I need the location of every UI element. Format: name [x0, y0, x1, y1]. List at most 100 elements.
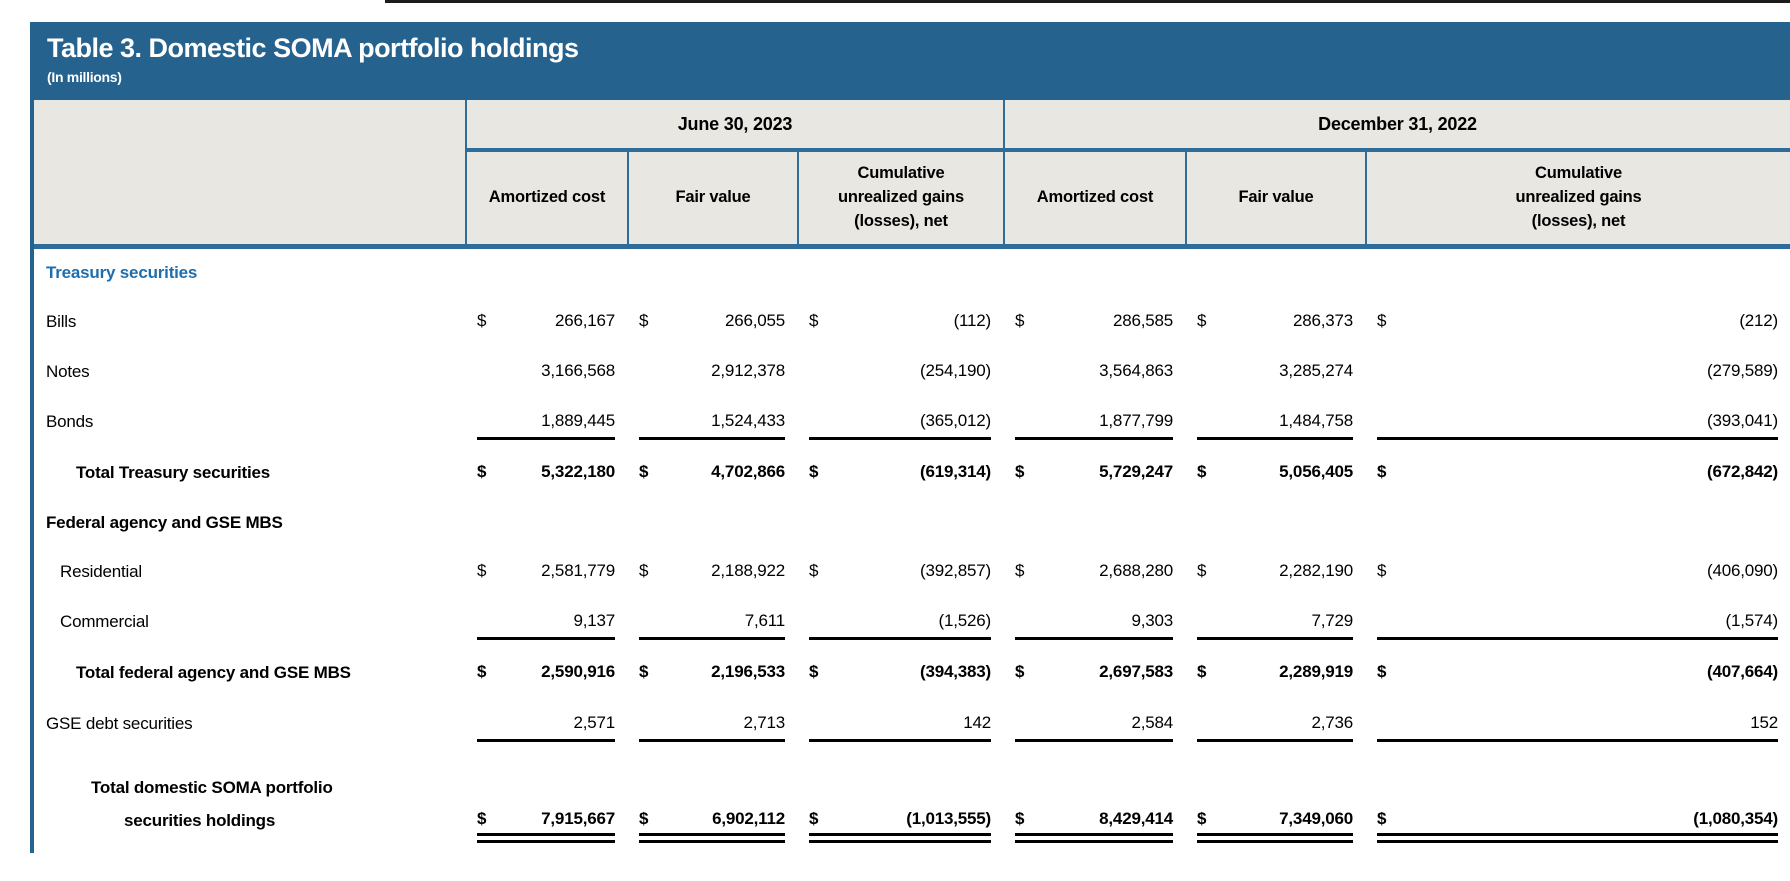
cell-value: 1,524,433: [711, 410, 785, 430]
value-cell: 1,877,799: [1003, 397, 1185, 447]
value-cell: 1,484,758: [1185, 397, 1365, 447]
row-label: Bills: [46, 312, 77, 331]
column-group-row: June 30, 2023 December 31, 2022: [34, 100, 1790, 152]
cell-value: (1,526): [938, 610, 992, 630]
cell-value: 7,349,060: [1279, 809, 1353, 828]
value-cell: $266,167: [465, 297, 627, 347]
cell-value: 9,303: [1131, 610, 1173, 630]
value-cell: 2,912,378: [627, 347, 797, 397]
cell-value: 8,429,414: [1099, 809, 1173, 828]
value-cell: 152: [1365, 699, 1790, 749]
row-label: Residential: [60, 562, 142, 581]
dollar-sign: $: [1015, 461, 1025, 481]
cell-value: 2,571: [573, 712, 615, 732]
value-cell: 142: [797, 699, 1003, 749]
cell-value: (254,190): [920, 360, 991, 380]
dollar-sign: $: [809, 461, 819, 481]
cell-value: 286,373: [1292, 310, 1353, 330]
table-row: Bonds 1,889,445 1,524,433 (365,012) 1,877,79…: [34, 397, 1790, 447]
value-cell: $5,056,405: [1185, 447, 1365, 499]
value-cell: $5,322,180: [465, 447, 627, 499]
dollar-sign: $: [809, 661, 819, 681]
dollar-sign: $: [477, 560, 487, 580]
cell-value: 266,167: [554, 310, 615, 330]
column-group-december-2022: December 31, 2022: [1003, 100, 1790, 152]
cell-value: 2,736: [1311, 712, 1353, 732]
cell-value: 9,137: [573, 610, 615, 630]
dollar-sign: $: [477, 809, 487, 828]
cell-value: 1,484,758: [1279, 410, 1353, 430]
table-row: GSE debt securities 2,571 2,713 142 2,584 2,7…: [34, 699, 1790, 749]
cell-value: 2,282,190: [1279, 560, 1353, 580]
dollar-sign: $: [1377, 461, 1387, 481]
cell-value: 7,611: [744, 610, 785, 630]
row-label-line: Total domestic SOMA portfolio: [91, 778, 333, 798]
value-cell: 9,137: [465, 597, 627, 647]
value-cell: 2,584: [1003, 699, 1185, 749]
cell-value: 5,729,247: [1099, 461, 1173, 481]
cell-value: (619,314): [920, 461, 991, 481]
cell-value: 3,285,274: [1279, 360, 1353, 380]
cell-value: 152: [1750, 712, 1778, 732]
cell-value: 5,056,405: [1279, 461, 1353, 481]
dollar-sign: $: [639, 809, 649, 828]
value-cell: $ (672,842): [1365, 447, 1790, 499]
cell-value: 2,688,280: [1099, 560, 1173, 580]
value-cell: $ (406,090): [1365, 547, 1790, 597]
value-cell: (1,526): [797, 597, 1003, 647]
row-label: Treasury securities: [46, 263, 198, 282]
cell-value: 7,729: [1311, 610, 1353, 630]
row-label: Notes: [46, 362, 90, 381]
value-cell: 2,736: [1185, 699, 1365, 749]
cell-value: (212): [1739, 310, 1778, 330]
table-row: Total domestic SOMA portfolio securities …: [34, 749, 1790, 853]
cell-value: 3,166,568: [541, 360, 615, 380]
table-subtitle: (In millions): [47, 69, 122, 85]
cell-value: (406,090): [1707, 560, 1778, 580]
dollar-sign: $: [1197, 560, 1207, 580]
value-cell: $ (394,383): [797, 647, 1003, 699]
dollar-sign: $: [477, 310, 487, 330]
value-cell: 7,729: [1185, 597, 1365, 647]
cell-value: 7,915,667: [541, 809, 615, 828]
dollar-sign: $: [477, 461, 487, 481]
value-cell: $2,196,533: [627, 647, 797, 699]
column-header-fair-value-june: Fair value: [627, 152, 797, 244]
cell-value: 5,322,180: [541, 461, 615, 481]
cell-value: 2,584: [1131, 712, 1173, 732]
cell-value: 2,188,922: [711, 560, 785, 580]
value-cell: $2,282,190: [1185, 547, 1365, 597]
value-cell: $ (212): [1365, 297, 1790, 347]
row-label: Total federal agency and GSE MBS: [76, 663, 351, 682]
cell-value: 1,889,445: [541, 410, 615, 430]
table-title: Table 3. Domestic SOMA portfolio holding…: [47, 33, 579, 63]
value-cell: $ (392,857): [797, 547, 1003, 597]
cell-value: (393,041): [1707, 410, 1778, 430]
value-cell: 2,713: [627, 699, 797, 749]
value-cell: $286,585: [1003, 297, 1185, 347]
cell-value: (394,383): [920, 661, 991, 681]
table-body: Treasury securities Bills $266,167 $266,055…: [34, 249, 1790, 853]
table-row: Total Treasury securities $5,322,180 $4,70…: [34, 447, 1790, 499]
value-cell: $6,902,112: [627, 749, 797, 853]
column-header-amortized-cost-december: Amortized cost: [1003, 152, 1185, 244]
value-cell: $266,055: [627, 297, 797, 347]
value-cell: (1,574): [1365, 597, 1790, 647]
table-row: Bills $266,167 $266,055 $ (112) $286,585 $286,…: [34, 297, 1790, 347]
dollar-sign: $: [639, 560, 649, 580]
cell-value: (279,589): [1707, 360, 1778, 380]
value-cell: 3,166,568: [465, 347, 627, 397]
column-header-cumulative-gains-june: Cumulative unrealized gains (losses), ne…: [797, 152, 1003, 244]
cell-value: 2,713: [743, 712, 785, 732]
value-cell: $ (1,080,354): [1365, 749, 1790, 853]
cell-value: 142: [963, 712, 991, 732]
value-cell: $2,581,779: [465, 547, 627, 597]
value-cell: 3,285,274: [1185, 347, 1365, 397]
dollar-sign: $: [809, 560, 819, 580]
cell-value: 266,055: [724, 310, 785, 330]
dollar-sign: $: [1015, 310, 1025, 330]
dollar-sign: $: [809, 310, 819, 330]
cell-value: 286,585: [1112, 310, 1173, 330]
value-cell: 1,889,445: [465, 397, 627, 447]
value-cell: $ (1,013,555): [797, 749, 1003, 853]
